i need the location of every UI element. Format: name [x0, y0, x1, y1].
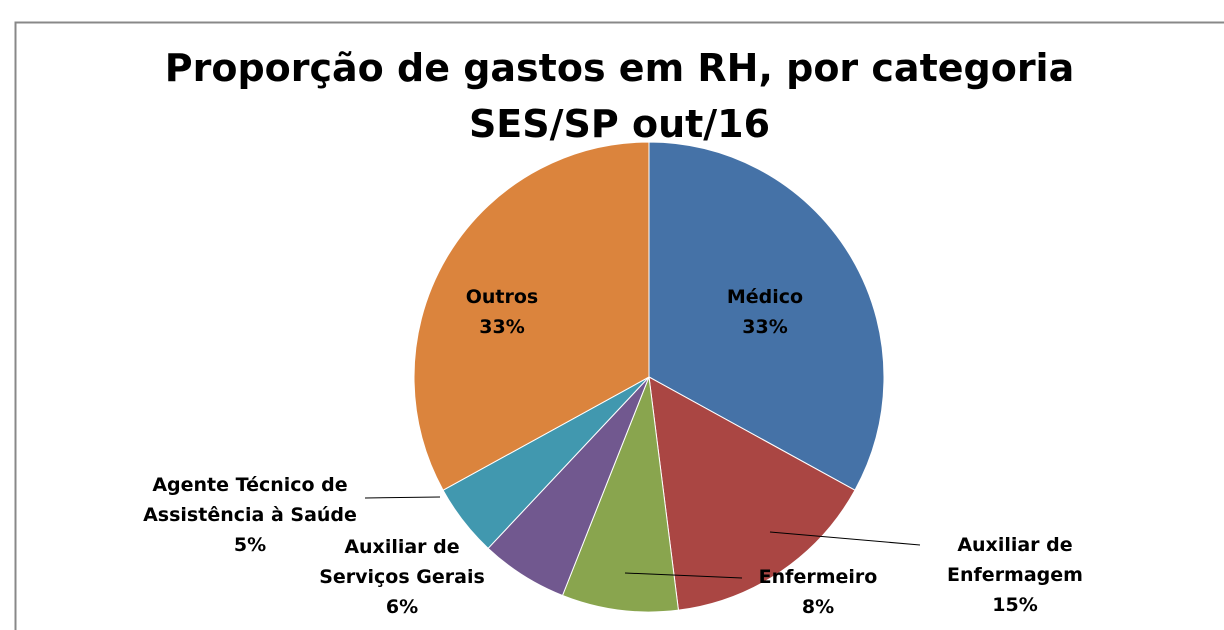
frame: [14, 21, 1224, 630]
slice-label: Outros 33%: [427, 282, 577, 342]
category-label: Auxiliar de Enfermagem: [947, 534, 1083, 586]
category-label: Auxiliar de Serviços Gerais: [319, 536, 485, 588]
category-label: Enfermeiro: [758, 566, 878, 588]
slice-label: Agente Técnico de Assistência à Saúde 5%: [133, 470, 368, 560]
slice-label: Auxiliar de Serviços Gerais 6%: [305, 532, 500, 622]
category-label: Médico: [726, 286, 804, 308]
category-label: Agente Técnico de Assistência à Saúde: [143, 474, 357, 526]
value-label: 8%: [801, 596, 835, 618]
chart-subtitle: SES/SP out/16: [468, 102, 771, 146]
chart-title: Proporção de gastos em RH, por categoria: [164, 46, 1075, 90]
pie-slice: [648, 141, 885, 491]
value-label: 15%: [992, 594, 1038, 616]
value-label: 33%: [479, 316, 525, 338]
value-label: 6%: [385, 596, 419, 618]
leader-line: [624, 572, 743, 579]
slice-label: Médico 33%: [690, 282, 840, 342]
leader-line: [769, 531, 921, 546]
slice-label: Enfermeiro 8%: [738, 562, 898, 622]
category-label: Outros: [465, 286, 539, 308]
pie-slice: [648, 376, 856, 611]
pie-slice: [561, 376, 680, 613]
pie-slice: [413, 141, 650, 491]
value-label: 5%: [233, 534, 267, 556]
slice-label: Auxiliar de Enfermagem 15%: [930, 530, 1100, 620]
leader-line: [364, 496, 441, 499]
value-label: 33%: [742, 316, 788, 338]
